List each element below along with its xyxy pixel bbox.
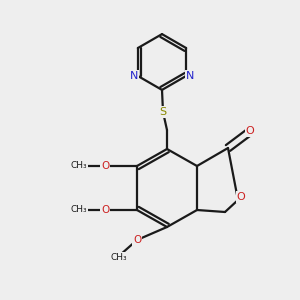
Text: S: S: [159, 107, 167, 117]
Text: CH₃: CH₃: [110, 253, 127, 262]
Text: O: O: [133, 235, 141, 245]
Text: CH₃: CH₃: [71, 161, 87, 170]
Text: O: O: [101, 205, 109, 215]
Text: O: O: [101, 161, 109, 171]
Text: N: N: [186, 71, 194, 81]
Text: CH₃: CH₃: [71, 206, 87, 214]
Text: N: N: [130, 71, 138, 81]
Text: O: O: [245, 127, 254, 136]
Text: O: O: [237, 192, 245, 202]
